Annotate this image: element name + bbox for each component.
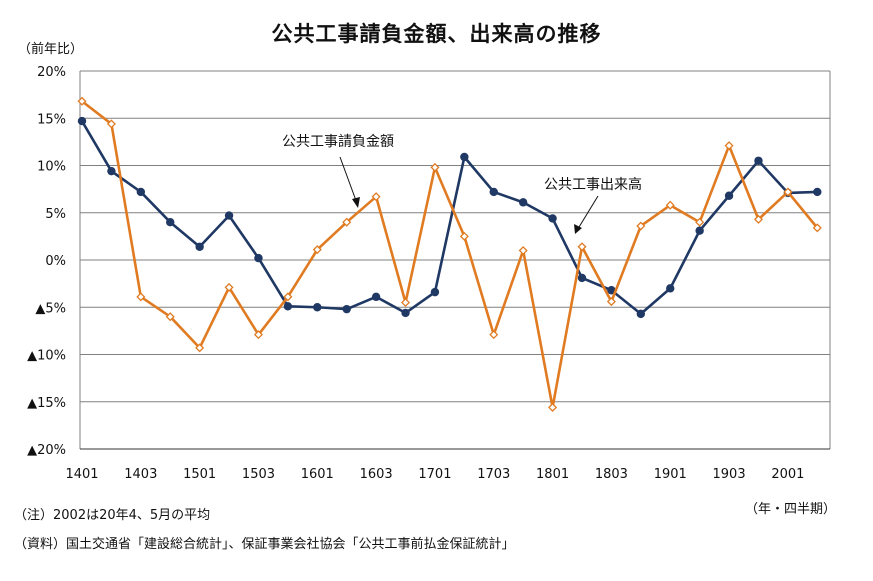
x-tick-label: 1803 [595,467,628,482]
data-point-contract [312,245,322,255]
y-tick-label: 20% [37,65,66,80]
plot-frame [79,71,831,450]
data-point-contract [577,242,587,252]
data-point-output [460,152,469,162]
data-point-contract [548,402,558,412]
x-tick-label: 1403 [124,467,157,482]
x-tick-label: 1901 [654,467,687,482]
data-point-contract [665,200,675,210]
y-axis-unit-label: （前年比） [18,42,84,57]
data-point-contract [195,343,205,353]
footnote-note: （注）2002は20年4、5月の平均 [14,508,211,523]
data-point-output [342,304,351,314]
data-point-contract [753,214,763,224]
x-axis-unit-label: （年・四半期） [745,502,837,517]
x-tick-label: 1603 [360,467,393,482]
y-tick-label: 10% [37,160,66,175]
data-point-output [607,286,616,295]
chart-title: 公共工事請負金額、出来高の推移 [271,22,602,46]
data-point-output [77,116,87,126]
y-tick-label: 15% [37,112,66,127]
y-tick-label: ▲15% [27,396,66,411]
data-point-output [577,273,587,283]
x-tick-label: 2001 [771,467,804,482]
data-point-contract [489,330,499,340]
data-point-contract [224,282,234,292]
data-point-output [666,284,675,293]
x-tick-label: 1801 [536,467,569,482]
annotation-arrow-output [575,195,599,233]
data-point-output [371,292,381,302]
data-point-output [166,218,175,227]
x-tick-label: 1401 [65,467,98,482]
y-tick-label: 0% [45,254,66,269]
y-tick-label: ▲5% [35,301,66,316]
data-point-contract [812,223,822,233]
arrowhead-icon [352,197,360,208]
x-axis-ticks: 1401 1403 1501 1503 1601 1603 1701 1703 1801 1803… [65,467,804,482]
arrowhead-icon [574,224,582,234]
data-point-contract [430,162,440,172]
data-point-contract [342,217,352,227]
data-point-output [695,226,704,235]
series-line-construction-output [80,120,818,316]
y-tick-label: ▲20% [27,443,66,458]
data-point-contract [695,217,705,227]
series-line-contract-amount [81,100,819,409]
data-point-output [754,156,763,165]
x-tick-label: 1501 [183,467,216,482]
annotation-label-output: 公共工事出来高 [544,176,642,193]
data-point-output [518,198,528,207]
data-point-output [489,187,498,197]
footnote-source: （資料）国土交通省「建設総合統計」、保証事業会社協会「公共工事前払金保証統計」 [14,537,515,552]
x-tick-label: 1703 [477,467,510,482]
annotation-arrow-contract [339,156,359,207]
data-point-contract [783,187,793,197]
data-point-contract [136,292,146,302]
data-point-output [107,166,116,176]
x-tick-label: 1903 [713,467,746,482]
y-tick-label: ▲10% [27,349,66,364]
data-point-contract [518,246,528,256]
x-tick-label: 1701 [418,467,451,482]
data-point-contract [253,330,263,340]
data-point-output [548,214,557,223]
data-point-output [136,187,146,197]
data-point-contract [724,141,734,151]
data-point-contract [401,298,411,308]
data-point-contract [283,292,293,302]
data-point-contract [371,192,381,202]
data-point-output [254,253,263,263]
data-point-output [195,242,204,251]
data-point-contract [106,119,116,129]
data-point-output [813,187,822,197]
x-tick-label: 1503 [242,467,275,482]
y-tick-label: 5% [45,207,66,222]
data-point-contract [77,96,87,106]
data-point-contract [606,297,616,307]
y-axis-ticks: 20% 15% 10% 5% 0% ▲5% ▲10% ▲15% ▲20% [27,65,66,458]
data-point-output [430,287,440,297]
data-point-output [636,309,646,319]
data-point-contract [459,231,469,241]
data-point-output [224,211,234,220]
data-point-output [401,308,410,318]
data-point-output [283,302,293,311]
x-tick-label: 1601 [301,467,334,482]
data-point-output [724,191,734,200]
grid-lines [80,70,830,450]
series-layer [77,96,822,412]
data-point-contract [165,312,175,322]
data-point-contract [636,221,646,231]
annotation-label-contract: 公共工事請負金額 [282,134,394,150]
data-point-output [313,303,322,312]
